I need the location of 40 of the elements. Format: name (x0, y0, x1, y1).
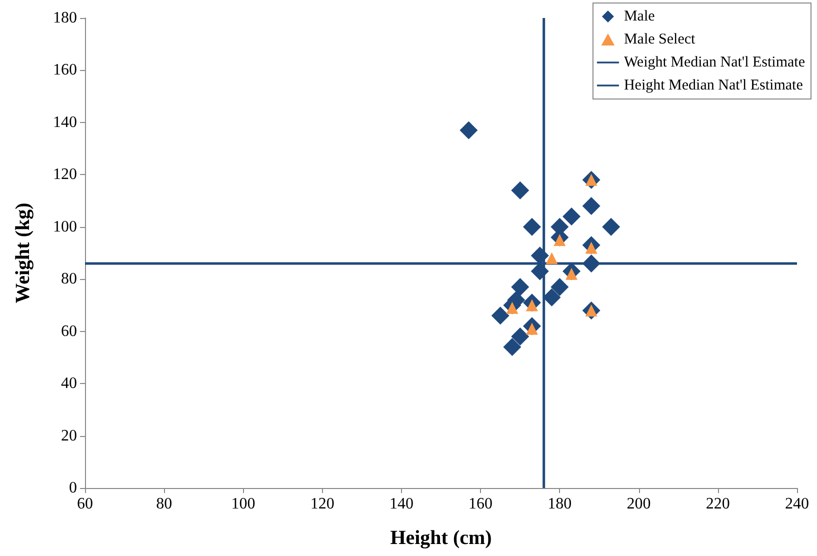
x-tick-label: 100 (231, 496, 256, 512)
point (550, 278, 569, 296)
x-axis-title: Height (cm) (390, 527, 492, 549)
point (511, 328, 530, 346)
y-tick-label: 0 (69, 480, 77, 496)
point (542, 288, 561, 306)
y-tick-label: 180 (53, 10, 77, 26)
point (522, 218, 541, 236)
point (460, 121, 478, 140)
y-tick-label: 60 (61, 322, 77, 340)
point (602, 218, 620, 236)
y-tick-label: 160 (53, 62, 77, 79)
y-tick-label: 40 (61, 375, 77, 392)
x-tick-label: 140 (389, 496, 414, 512)
point (546, 252, 558, 264)
point (491, 306, 510, 325)
x-tick-label: 120 (310, 496, 334, 512)
point (511, 278, 530, 296)
y-tick-label: 80 (61, 270, 77, 288)
point (562, 207, 581, 226)
point (503, 338, 522, 356)
point (582, 197, 600, 215)
legend-label: Male (624, 8, 656, 24)
legend-label: Weight Median Nat'l Estimate (624, 54, 806, 70)
legend-label: Male Select (624, 32, 696, 48)
y-axis-title: Weight (kg) (12, 202, 34, 304)
x-tick-label: 160 (468, 496, 493, 512)
x-tick-label: 180 (548, 496, 572, 512)
x-tick-label: 220 (706, 496, 730, 512)
point (582, 254, 600, 272)
y-tick-label: 140 (53, 114, 77, 131)
y-tick-label: 120 (53, 166, 77, 184)
x-tick-label: 240 (785, 496, 809, 512)
x-tick-label: 200 (626, 496, 651, 512)
x-tick-label: 80 (156, 496, 172, 512)
point (511, 181, 530, 200)
legend-label: Height Median Nat'l Estimate (624, 78, 804, 94)
y-tick-label: 20 (61, 427, 77, 444)
x-tick-label: 60 (77, 496, 93, 512)
y-tick-label: 100 (53, 218, 77, 236)
